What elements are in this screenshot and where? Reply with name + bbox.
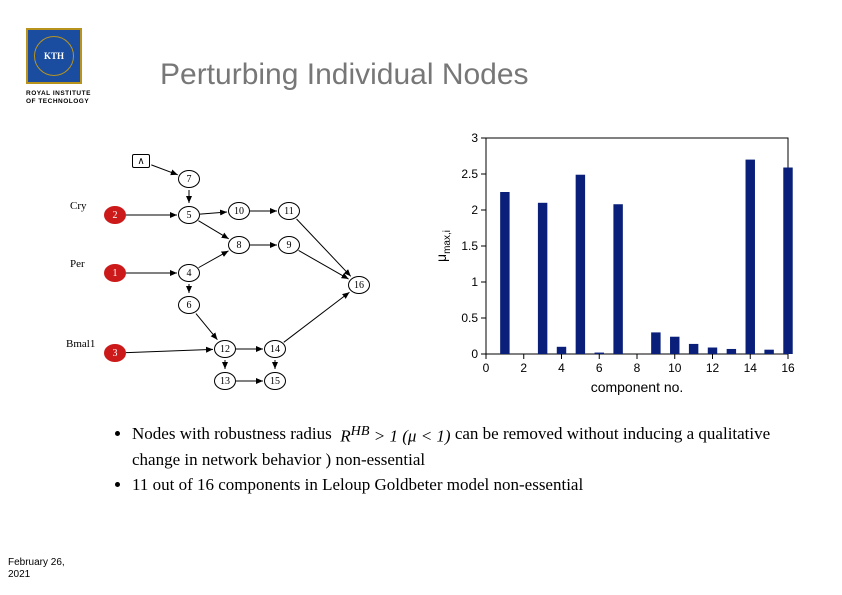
svg-text:component no.: component no. xyxy=(591,379,684,395)
diagram-node-2: 2 xyxy=(104,206,126,224)
logo-subtitle: ROYAL INSTITUTE OF TECHNOLOGY xyxy=(26,90,96,106)
diagram-node-14: 14 xyxy=(264,340,286,358)
diagram-node-1: 1 xyxy=(104,264,126,282)
slide-date: February 26, 2021 xyxy=(8,557,65,581)
diagram-label-bmal1: Bmal1 xyxy=(66,338,95,350)
diagram-node-12: 12 xyxy=(214,340,236,358)
diagram-label-cry: Cry xyxy=(70,200,87,212)
svg-text:2: 2 xyxy=(471,203,478,217)
bullet-1: Nodes with robustness radius RHB > 1 (μ … xyxy=(132,422,790,472)
svg-text:μmax,i: μmax,i xyxy=(433,230,453,262)
kth-logo: KTH xyxy=(26,28,82,84)
svg-text:1.5: 1.5 xyxy=(461,239,478,253)
svg-text:10: 10 xyxy=(668,361,682,375)
svg-text:4: 4 xyxy=(558,361,565,375)
diagram-node-3: 3 xyxy=(104,344,126,362)
diagram-node-15: 15 xyxy=(264,372,286,390)
svg-text:8: 8 xyxy=(634,361,641,375)
diagram-node-9: 9 xyxy=(278,236,300,254)
diagram-node-8: 8 xyxy=(228,236,250,254)
svg-text:1: 1 xyxy=(471,275,478,289)
network-diagram: ∧72510118914616312141315 Cry Per Bmal1 xyxy=(66,140,386,400)
diagram-label-per: Per xyxy=(70,258,85,270)
svg-text:0: 0 xyxy=(471,347,478,361)
formula-robustness: RHB > 1 (μ < 1) xyxy=(336,422,451,449)
diagram-node-feedback: ∧ xyxy=(132,154,150,168)
diagram-node-13: 13 xyxy=(214,372,236,390)
diagram-node-16: 16 xyxy=(348,276,370,294)
bar-chart: 0 0.5 1 1.5 2 2.5 3 0 2 4 6 8 10 12 14 16 component no. μ… xyxy=(430,128,800,398)
bullet-list: Nodes with robustness radius RHB > 1 (μ … xyxy=(110,422,790,498)
svg-text:2: 2 xyxy=(520,361,527,375)
svg-text:16: 16 xyxy=(781,361,795,375)
logo-block: KTH ROYAL INSTITUTE OF TECHNOLOGY xyxy=(26,28,96,106)
diagram-node-7: 7 xyxy=(178,170,200,188)
svg-text:0: 0 xyxy=(483,361,490,375)
diagram-node-10: 10 xyxy=(228,202,250,220)
diagram-node-4: 4 xyxy=(178,264,200,282)
logo-crest: KTH xyxy=(34,36,74,76)
diagram-node-5: 5 xyxy=(178,206,200,224)
diagram-node-6: 6 xyxy=(178,296,200,314)
svg-text:3: 3 xyxy=(471,131,478,145)
diagram-node-11: 11 xyxy=(278,202,300,220)
slide-title: Perturbing Individual Nodes xyxy=(160,58,529,92)
bullet-2: 11 out of 16 components in Leloup Goldbe… xyxy=(132,474,790,497)
svg-text:14: 14 xyxy=(744,361,758,375)
svg-text:2.5: 2.5 xyxy=(461,167,478,181)
svg-text:12: 12 xyxy=(706,361,720,375)
svg-text:0.5: 0.5 xyxy=(461,311,478,325)
svg-text:6: 6 xyxy=(596,361,603,375)
